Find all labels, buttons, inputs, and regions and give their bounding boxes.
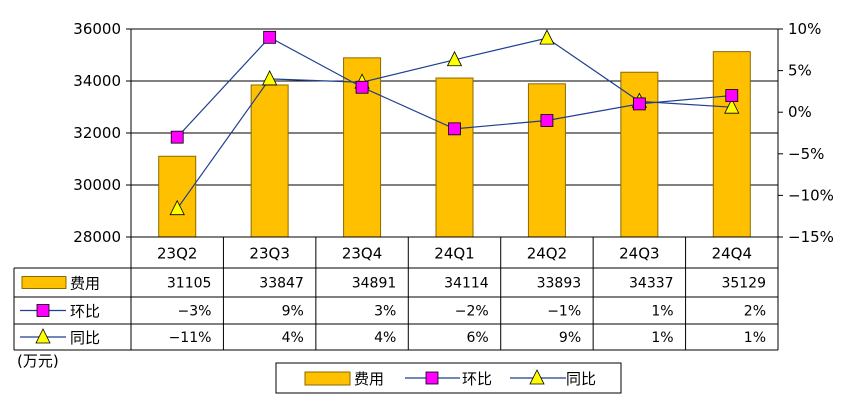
- bar-24Q4: [712, 51, 751, 238]
- bar-23Q2: [158, 155, 197, 238]
- right-tick-label: −10%: [788, 186, 834, 204]
- category-label: 23Q4: [342, 245, 382, 263]
- right-tick-label: −15%: [788, 228, 834, 246]
- legend-key-bar: [304, 371, 351, 386]
- bar-24Q2: [527, 83, 566, 238]
- line-series: [169, 29, 740, 216]
- cell-value: 1%: [651, 330, 673, 346]
- cell-value: −2%: [455, 304, 489, 320]
- cell-value: 6%: [466, 330, 488, 346]
- legend-key-mom-square: [425, 371, 439, 385]
- row-label: 环比: [70, 303, 100, 321]
- cell-value: 33893: [537, 276, 582, 292]
- mom-point-24Q1: [448, 122, 461, 136]
- key-bar: [21, 276, 67, 289]
- bar-series: [158, 51, 751, 238]
- cell-value: −3%: [177, 304, 211, 320]
- unit-label: (万元): [17, 352, 59, 370]
- mom-point-24Q4: [725, 89, 739, 102]
- legend-key-yoy-triangle: [529, 369, 545, 385]
- category-label: 23Q3: [249, 245, 289, 263]
- cell-value: 33847: [259, 276, 304, 292]
- left-tick-label: 36000: [73, 20, 121, 38]
- key-square: [36, 304, 50, 317]
- left-tick-label: 28000: [73, 228, 121, 246]
- key-triangle: [35, 328, 51, 344]
- cell-value: −1%: [547, 304, 581, 320]
- bar-23Q3: [250, 84, 289, 238]
- yoy-point-23Q3: [261, 70, 278, 86]
- right-tick-label: 5%: [788, 62, 812, 80]
- category-label: 24Q1: [434, 245, 474, 263]
- cell-value: 31105: [167, 276, 212, 292]
- legend-label-expense: 费用: [354, 370, 384, 388]
- cell-value: 9%: [282, 304, 304, 320]
- chart-axes: 28000 30000 32000 34000 36000 10% 5% 0% −5% −10% −…: [73, 20, 834, 246]
- yoy-point-24Q4: [724, 98, 740, 114]
- category-label: 23Q2: [157, 245, 197, 263]
- mom-point-23Q4: [355, 80, 369, 94]
- cell-value: 3%: [374, 304, 396, 320]
- cell-value: 34337: [629, 276, 674, 292]
- cell-value: 4%: [282, 330, 304, 346]
- right-tick-label: 10%: [788, 20, 821, 38]
- left-tick-label: 34000: [73, 72, 121, 90]
- category-label: 24Q3: [619, 245, 659, 263]
- cell-value: 1%: [744, 330, 766, 346]
- data-table: 23Q2 23Q3 23Q4 24Q1 24Q2 24Q3 24Q4 费用 31105 33847…: [13, 236, 779, 351]
- row-label: 同比: [70, 329, 100, 347]
- yoy-point-24Q2: [539, 29, 555, 45]
- legend: 费用 环比 同比: [275, 362, 622, 394]
- legend-label-mom: 环比: [462, 370, 492, 388]
- left-tick-label: 30000: [73, 176, 121, 194]
- right-tick-label: 0%: [788, 103, 812, 121]
- mom-point-23Q3: [263, 30, 277, 44]
- cell-value: 34891: [352, 276, 397, 292]
- category-label: 24Q4: [712, 245, 752, 263]
- legend-label-yoy: 同比: [566, 370, 596, 388]
- row-label: 费用: [70, 275, 100, 293]
- right-tick-label: −5%: [788, 145, 824, 163]
- cell-value: −11%: [169, 330, 212, 346]
- cell-value: 4%: [374, 330, 396, 346]
- cell-value: 2%: [744, 304, 766, 320]
- yoy-point-23Q2: [169, 199, 185, 216]
- category-label: 24Q2: [527, 245, 567, 263]
- cell-value: 1%: [651, 304, 673, 320]
- mom-point-24Q2: [540, 114, 554, 127]
- cell-value: 34114: [444, 276, 489, 292]
- cell-value: 9%: [559, 330, 581, 346]
- bar-24Q1: [435, 77, 474, 238]
- yoy-point-24Q1: [446, 50, 463, 67]
- mom-point-23Q2: [170, 130, 184, 144]
- mom-point-24Q3: [632, 97, 646, 111]
- cell-value: 35129: [721, 276, 766, 292]
- left-tick-label: 32000: [73, 124, 121, 142]
